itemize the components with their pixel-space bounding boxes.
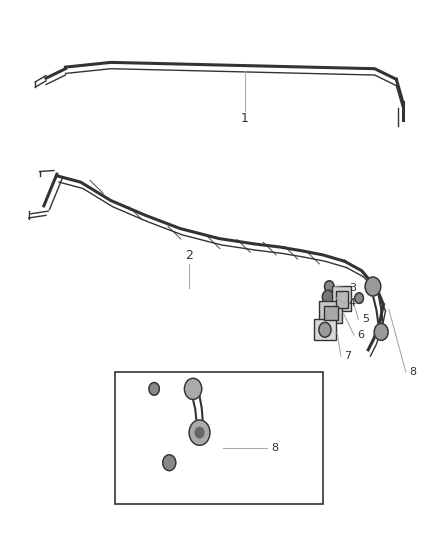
Bar xyxy=(319,301,342,324)
Circle shape xyxy=(163,455,176,471)
Circle shape xyxy=(322,290,334,304)
Text: 2: 2 xyxy=(185,249,193,262)
Circle shape xyxy=(365,277,381,296)
Text: 1: 1 xyxy=(241,112,249,125)
Text: 8: 8 xyxy=(271,443,278,454)
Circle shape xyxy=(319,322,331,337)
Bar xyxy=(332,286,351,311)
Circle shape xyxy=(184,378,202,399)
Bar xyxy=(115,372,323,504)
Circle shape xyxy=(149,383,159,395)
Text: 4: 4 xyxy=(349,298,356,309)
Text: 6: 6 xyxy=(357,330,364,340)
Text: 5: 5 xyxy=(362,314,369,324)
Circle shape xyxy=(325,281,334,292)
Text: 3: 3 xyxy=(349,282,356,293)
Circle shape xyxy=(195,427,204,438)
Circle shape xyxy=(374,324,388,341)
Circle shape xyxy=(355,293,364,303)
Bar xyxy=(336,291,348,308)
Bar xyxy=(314,319,336,341)
Circle shape xyxy=(189,420,210,445)
Text: 7: 7 xyxy=(344,351,352,361)
Bar xyxy=(324,306,338,320)
Text: 8: 8 xyxy=(409,367,417,377)
